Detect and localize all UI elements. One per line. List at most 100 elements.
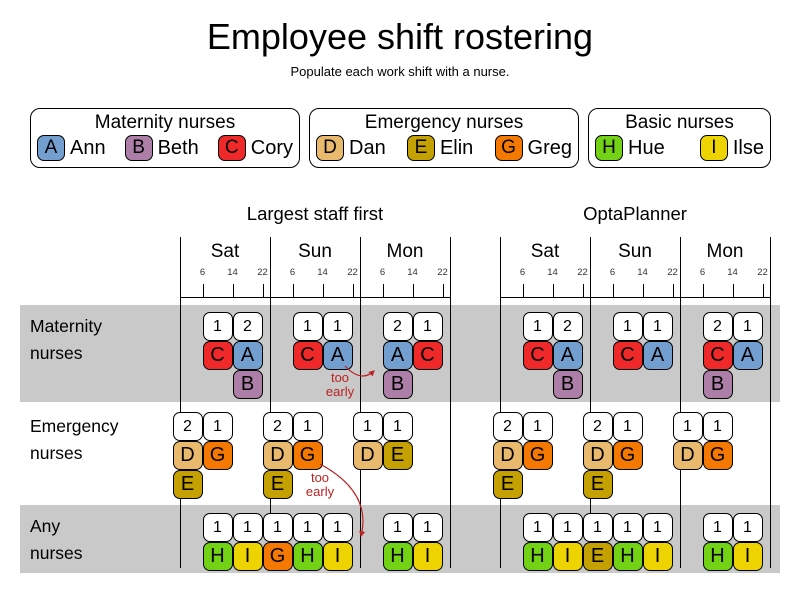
hour-tick-mark (642, 284, 644, 297)
nurse-swatch-I: I (699, 135, 728, 161)
nurse-cell-D: D (672, 441, 703, 470)
hour-tick-label: 6 (199, 267, 206, 278)
hour-tick-label: 14 (727, 267, 738, 278)
hour-tick-label: 6 (519, 267, 526, 278)
shift-required-cell: 2 (492, 412, 523, 441)
nurse-cell-C: C (522, 341, 553, 370)
chart-title-largest-staff-first: Largest staff first (246, 203, 384, 224)
nurse-cell-A: A (642, 341, 673, 370)
nurse-cell-H: H (202, 542, 233, 571)
nurse-cell-G: G (262, 542, 293, 571)
day-boundary-line (680, 237, 681, 568)
shift-required-cell: 1 (522, 312, 553, 341)
nurse-cell-E: E (382, 441, 413, 470)
nurse-cell-A: A (232, 341, 263, 370)
shift-required-cell: 1 (612, 312, 643, 341)
shift-required-cell: 1 (522, 513, 553, 542)
legend-entry-elin: E Elin (406, 135, 474, 161)
nurse-cell-A: A (322, 341, 353, 370)
hour-tick-label: 6 (379, 267, 386, 278)
legend-entry-hue: H Hue (595, 135, 665, 161)
hour-tick-mark (672, 284, 674, 297)
day-label-sat: Sat (210, 241, 240, 262)
shift-required-cell: 1 (382, 412, 413, 441)
legend-title: Maternity nurses (94, 112, 236, 133)
nurse-name: Ann (70, 136, 106, 159)
nurse-cell-D: D (172, 441, 203, 470)
nurse-swatch-C: C (217, 135, 246, 161)
hour-tick-label: 14 (637, 267, 648, 278)
nurse-swatch-H: H (595, 135, 623, 161)
shift-required-cell: 1 (582, 513, 613, 542)
nurse-cell-G: G (522, 441, 553, 470)
hour-tick-label: 22 (437, 267, 448, 278)
shift-required-cell: 1 (702, 412, 733, 441)
nurse-cell-B: B (382, 370, 413, 399)
shift-required-cell: 1 (292, 312, 323, 341)
hour-tick-label: 14 (227, 267, 238, 278)
row-label-any-nurses: Any nurses (30, 516, 83, 563)
nurse-cell-E: E (492, 470, 523, 499)
shift-required-cell: 1 (322, 513, 353, 542)
shift-required-cell: 1 (642, 312, 673, 341)
hour-tick-mark (352, 284, 354, 297)
shift-required-cell: 1 (322, 312, 353, 341)
nurse-cell-G: G (702, 441, 733, 470)
page-title: Employee shift rostering (206, 16, 594, 57)
nurse-cell-A: A (552, 341, 583, 370)
nurse-cell-I: I (232, 542, 263, 571)
legend-entry-greg: G Greg (494, 135, 572, 161)
nurse-cell-G: G (202, 441, 233, 470)
hour-tick-mark (232, 284, 234, 297)
nurse-cell-H: H (522, 542, 553, 571)
hour-tick-mark (382, 284, 384, 297)
hour-tick-label: 14 (317, 267, 328, 278)
hour-tick-label: 22 (577, 267, 588, 278)
day-boundary-line (500, 237, 501, 568)
nurse-cell-G: G (612, 441, 643, 470)
shift-required-cell: 1 (612, 412, 643, 441)
nurse-cell-C: C (412, 341, 443, 370)
nurse-cell-E: E (582, 470, 613, 499)
nurse-cell-D: D (262, 441, 293, 470)
shift-required-cell: 1 (642, 513, 673, 542)
nurse-name: Elin (439, 136, 474, 159)
shift-required-cell: 1 (612, 513, 643, 542)
nurse-cell-C: C (292, 341, 323, 370)
nurse-cell-H: H (702, 542, 733, 571)
hour-tick-label: 6 (609, 267, 616, 278)
nurse-cell-I: I (642, 542, 673, 571)
row-label-emergency-nurses: Emergency nurses (30, 416, 119, 463)
shift-required-cell: 1 (262, 513, 293, 542)
legend-entries: A Ann B Beth C Cory (37, 135, 293, 161)
nurse-cell-B: B (232, 370, 263, 399)
day-boundary-line (450, 237, 451, 568)
hour-tick-label: 14 (407, 267, 418, 278)
chart-baseline (500, 297, 770, 298)
chart-baseline (180, 297, 450, 298)
shift-required-cell: 1 (732, 513, 763, 542)
nurse-cell-I: I (732, 542, 763, 571)
shift-required-cell: 1 (552, 513, 583, 542)
nurse-cell-H: H (382, 542, 413, 571)
nurse-cell-C: C (612, 341, 643, 370)
shift-required-cell: 2 (702, 312, 733, 341)
legend-row: Maternity nurses A Ann B Beth C Cory Emergency … (30, 108, 771, 168)
nurse-cell-B: B (702, 370, 733, 399)
shift-required-cell: 2 (382, 312, 413, 341)
nurse-cell-D: D (352, 441, 383, 470)
nurse-name: Beth (157, 136, 199, 159)
shift-required-cell: 2 (552, 312, 583, 341)
nurse-cell-I: I (322, 542, 353, 571)
day-boundary-line (770, 237, 771, 568)
day-label-mon: Mon (706, 241, 744, 262)
page-subtitle: Populate each work shift with a nurse. (290, 64, 510, 79)
shift-required-cell: 1 (382, 513, 413, 542)
nurse-name: Hue (628, 136, 665, 159)
too-early-label: too early (325, 370, 355, 399)
shift-required-cell: 1 (412, 312, 443, 341)
day-label-mon: Mon (386, 241, 424, 262)
legend-box-emergency-nurses: Emergency nurses D Dan E Elin G Greg (309, 108, 579, 168)
nurse-cell-E: E (172, 470, 203, 499)
legend-entries: D Dan E Elin G Greg (316, 135, 572, 161)
